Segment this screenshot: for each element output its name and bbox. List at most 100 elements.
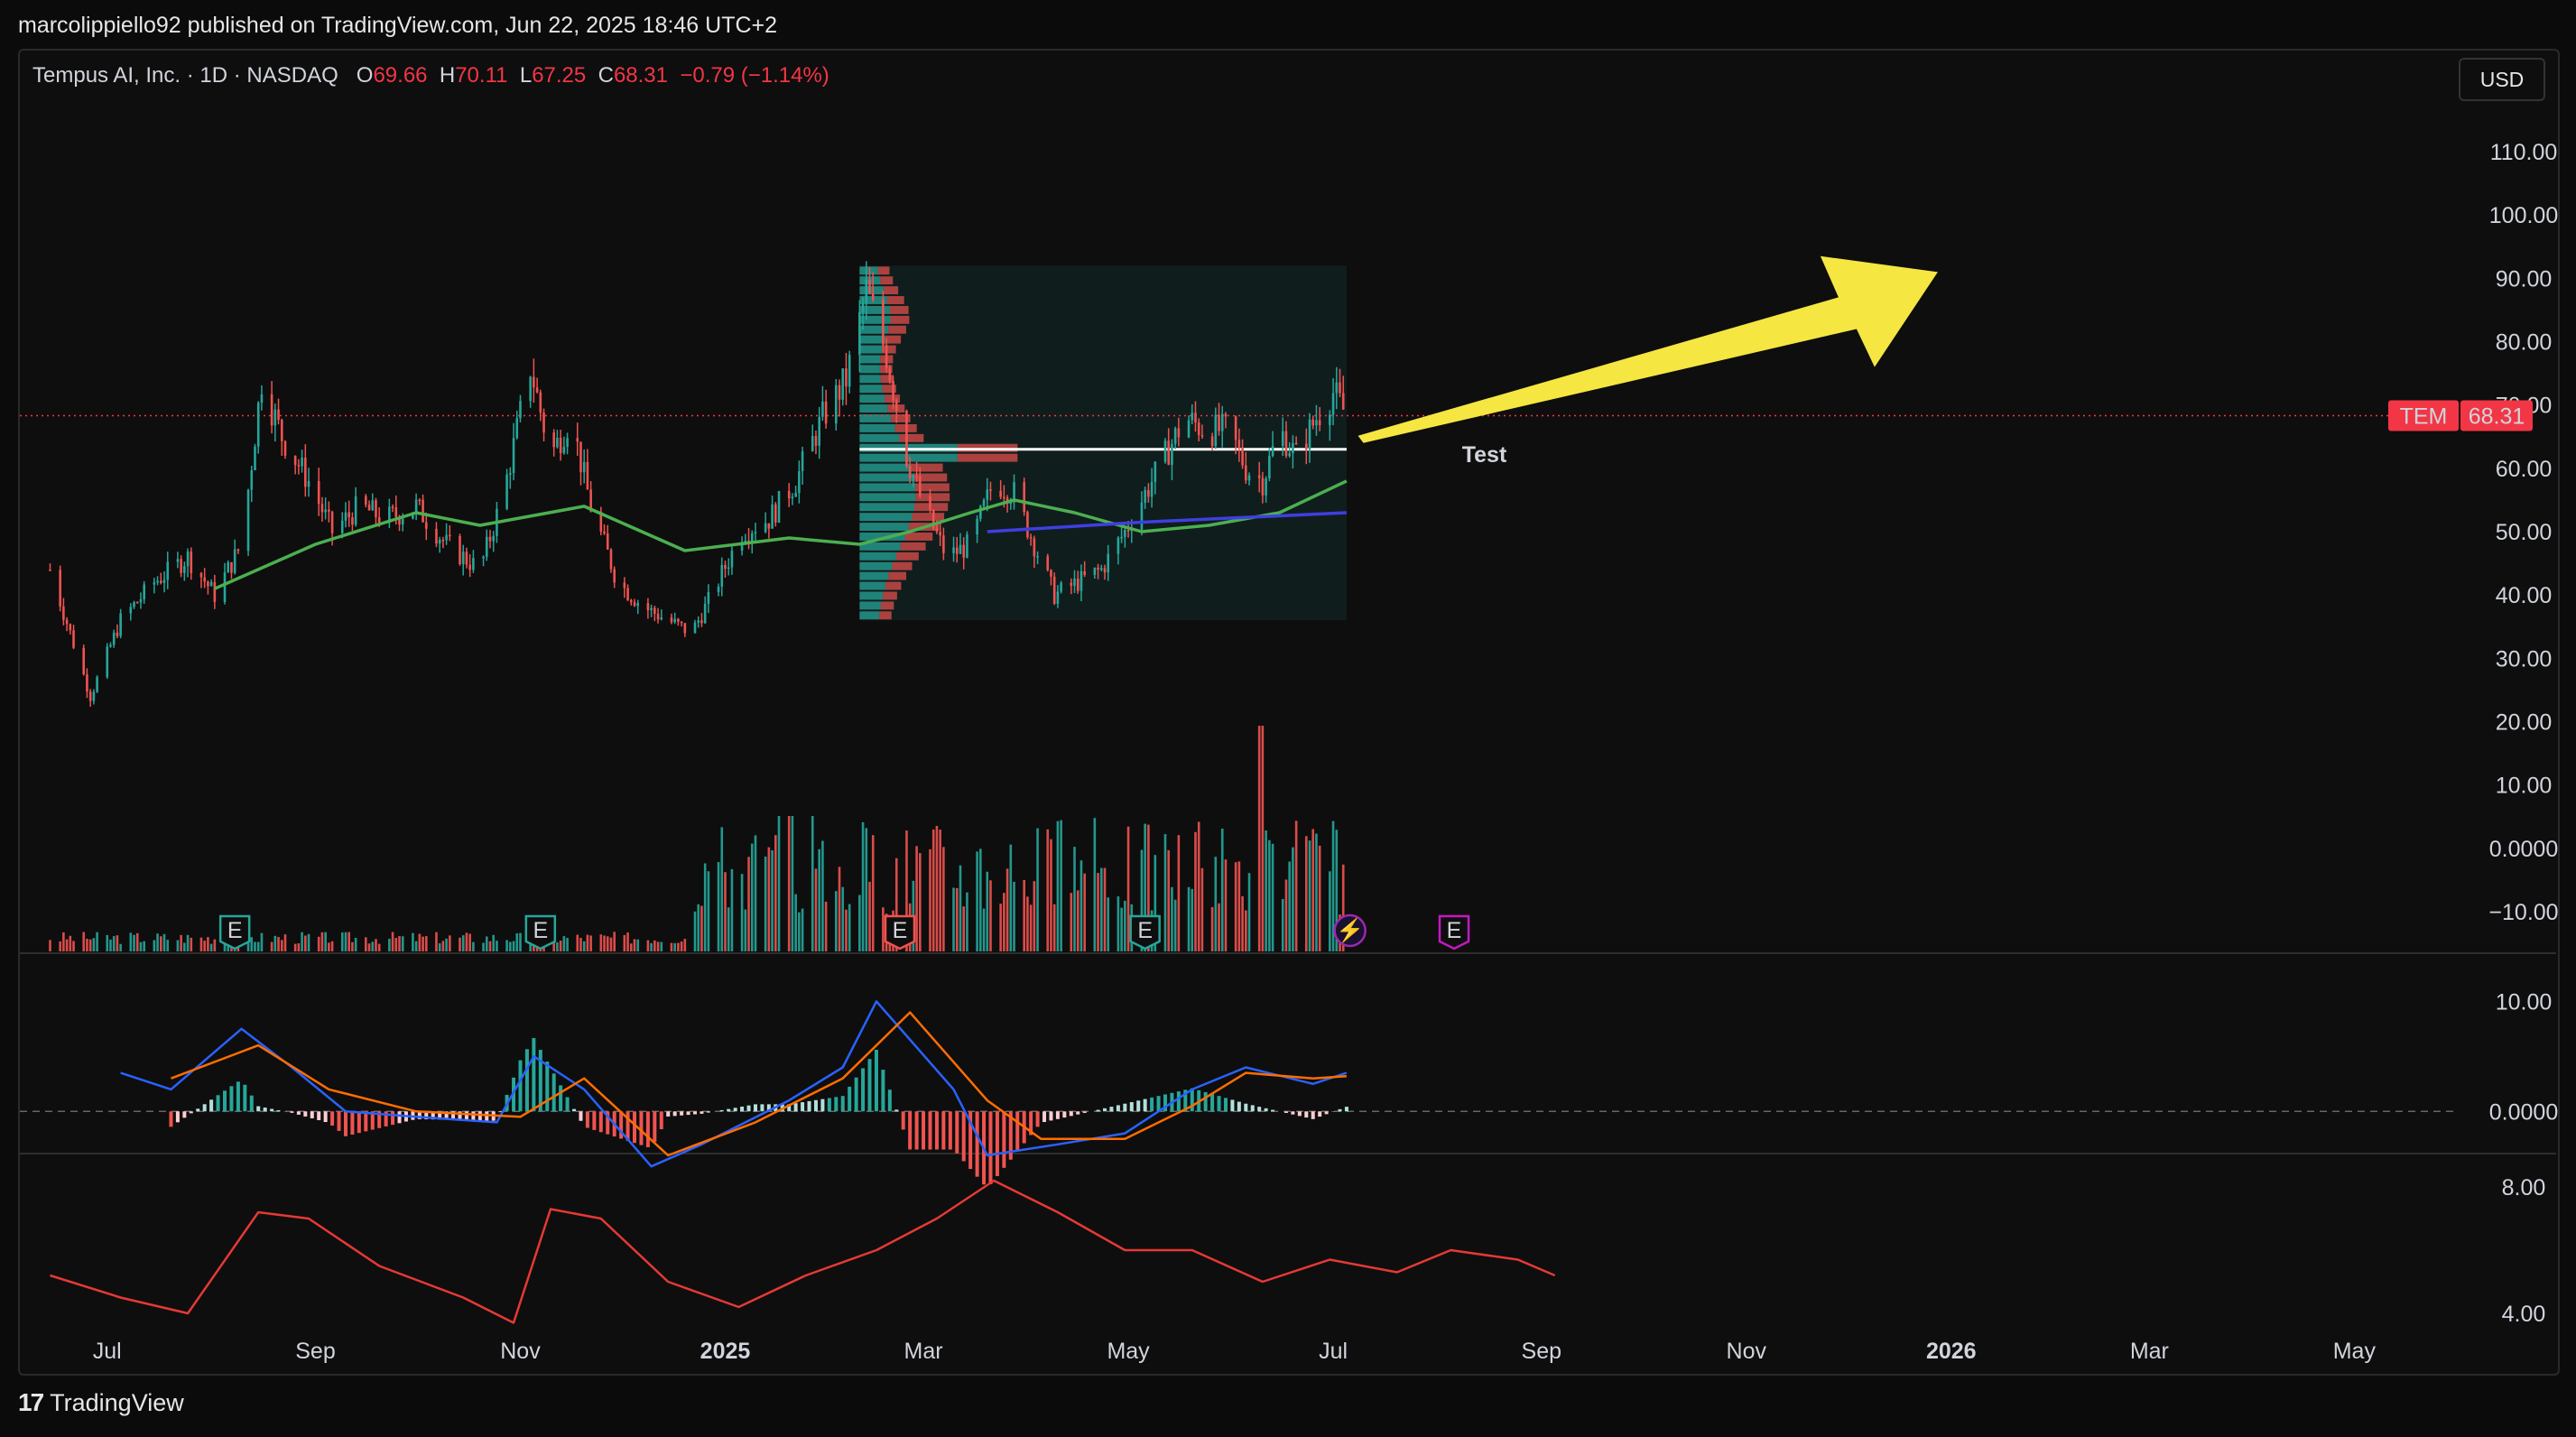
macd-histogram-bar (1297, 1111, 1302, 1117)
volume-bar (629, 943, 633, 951)
volume-profile-up-row (859, 523, 909, 531)
volume-bar (344, 932, 347, 951)
volume-bar (388, 939, 391, 951)
macd-histogram-bar (686, 1111, 690, 1116)
candle-body (176, 559, 180, 562)
macd-histogram-bar (1129, 1102, 1134, 1112)
volume-bar (1103, 867, 1107, 951)
macd-histogram-bar (370, 1111, 375, 1130)
candle-body (1126, 530, 1130, 532)
volume-bar (301, 932, 303, 951)
volume-bar (1200, 867, 1204, 951)
volume-bar (613, 932, 616, 951)
volume-bar (1163, 834, 1167, 951)
earnings-event-icon (884, 914, 916, 950)
macd-histogram-bar (579, 1111, 583, 1121)
candle-body (159, 580, 162, 583)
macd-histogram-bar (598, 1111, 603, 1133)
macd-y-tick-label: 0.0000 (2489, 1099, 2558, 1125)
candle-body (539, 392, 542, 413)
volume-bar (626, 932, 629, 951)
candle-body (633, 602, 636, 607)
candle-body (1093, 567, 1097, 575)
volume-bar (49, 940, 51, 951)
macd-histogram-bar (692, 1111, 697, 1115)
volume-bar (589, 935, 592, 951)
candle-body (391, 506, 394, 508)
candle-body (246, 489, 250, 552)
candle-body (156, 580, 159, 583)
macd-histogram-bar (1217, 1096, 1221, 1112)
candle-body (814, 436, 818, 446)
candle-body (1331, 393, 1335, 415)
candle-body (707, 591, 710, 604)
macd-histogram-bar (666, 1111, 671, 1117)
candle-body (351, 517, 354, 525)
candle-body (740, 542, 744, 552)
volume-profile-up-row (859, 591, 884, 600)
volume-bar (1308, 840, 1311, 951)
volume-bar (364, 937, 367, 951)
macd-histogram-bar (236, 1081, 240, 1112)
volume-bar (1315, 833, 1318, 951)
macd-histogram-bar (243, 1084, 247, 1112)
macd-histogram-bar (1076, 1111, 1080, 1115)
macd-histogram-bar (175, 1111, 180, 1123)
macd-histogram-bar (894, 1109, 899, 1112)
candle-body (1187, 420, 1191, 438)
candle-body (858, 311, 861, 356)
candle-body (1003, 496, 1005, 499)
macd-histogram-bar (807, 1100, 811, 1112)
volume-bar (915, 846, 918, 951)
volume-bar (330, 941, 334, 951)
volume-bar (1247, 873, 1251, 951)
symbol-name[interactable]: Tempus AI, Inc. · 1D · NASDAQ (32, 63, 338, 88)
macd-histogram-bar (672, 1111, 677, 1117)
candle-body (1308, 419, 1311, 450)
macd-histogram-bar (1311, 1111, 1315, 1119)
volume-bar (931, 830, 935, 951)
volume-bar (59, 941, 61, 951)
volume-bar (959, 865, 962, 951)
candle-body (412, 512, 414, 519)
candle-body (1060, 582, 1062, 592)
footer-brand[interactable]: 17 TradingView (18, 1388, 184, 1417)
candle-body (660, 617, 663, 620)
volume-bar (449, 935, 451, 951)
macd-histogram-bar (498, 1111, 503, 1113)
candle-body (1304, 443, 1308, 450)
macd-histogram-bar (961, 1111, 966, 1162)
volume-bar (559, 941, 562, 951)
macd-histogram-bar (1176, 1091, 1181, 1112)
candle-body (777, 490, 781, 523)
symbol-legend[interactable]: Tempus AI, Inc. · 1D · NASDAQ O69.66 H70… (32, 63, 829, 88)
candle-body (435, 528, 438, 544)
candle-body (65, 619, 69, 625)
volume-bar (905, 830, 908, 951)
macd-histogram-bar (1029, 1111, 1033, 1136)
tradingview-logo-icon: 17 (18, 1388, 44, 1416)
candle-body (49, 570, 51, 571)
brand-name: TradingView (50, 1388, 184, 1416)
candle-body (599, 511, 603, 532)
candle-body (377, 516, 381, 524)
macd-histogram-bar (827, 1098, 831, 1112)
volume-profile-up-row (859, 561, 893, 570)
volume-bar (139, 941, 143, 951)
macd-histogram-bar (431, 1111, 435, 1120)
candle-body (871, 293, 875, 301)
volume-bar (677, 942, 680, 951)
currency-button[interactable]: USD (2459, 58, 2545, 101)
macd-histogram-bar (1136, 1100, 1141, 1112)
earnings-event-icon (1129, 914, 1161, 950)
candle-body (328, 509, 330, 512)
candle-body (1046, 556, 1050, 570)
macd-histogram-bar (1156, 1096, 1161, 1112)
x-tick-label: Mar (904, 1339, 943, 1364)
candle-body (482, 556, 485, 559)
volume-bar (135, 932, 139, 951)
volume-profile-up-row (859, 443, 958, 452)
macd-histogram-bar (256, 1106, 261, 1112)
candle-body (1173, 428, 1177, 444)
